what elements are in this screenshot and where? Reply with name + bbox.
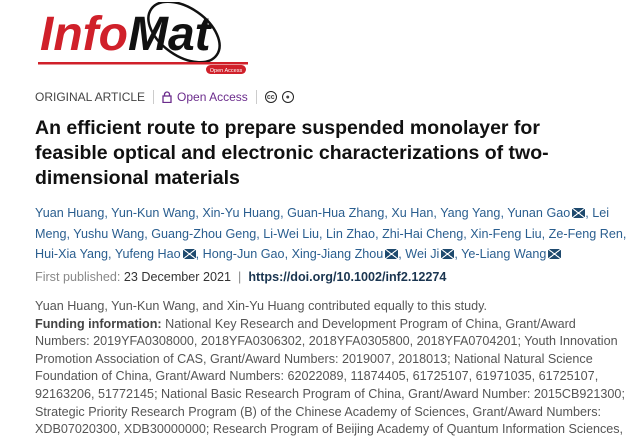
author-link[interactable]: Yunan Gao — [507, 206, 571, 220]
publication-info: First published: 23 December 2021 | http… — [35, 270, 446, 284]
contribution-note: Yuan Huang, Yun-Kun Wang, and Xin-Yu Hua… — [35, 299, 488, 313]
author-link[interactable]: Xing-Jiang Zhou — [291, 247, 384, 262]
funding-info: Funding information: National Key Resear… — [35, 316, 625, 439]
author-link[interactable]: Xin-Feng Liu — [470, 226, 542, 241]
open-access-label: Open Access — [177, 90, 248, 104]
funding-line: Numbers: 2019YFA0308000, 2018YFA0306302,… — [35, 334, 618, 349]
logo-wordmark: InfoMat — [40, 8, 213, 61]
author-link[interactable]: Li-Wei Liu — [263, 226, 320, 241]
author-link[interactable]: Ye-Liang Wang — [461, 247, 547, 262]
author-link[interactable]: Hui-Xia Yang — [35, 247, 109, 262]
author-link[interactable]: Yun-Kun Wang — [111, 206, 196, 220]
email-icon[interactable] — [441, 249, 455, 260]
funding-label: Funding information: — [35, 316, 162, 331]
infomat-logo[interactable]: InfoMat Open Access — [34, 2, 264, 80]
doi-link[interactable]: https://doi.org/10.1002/inf2.12274 — [248, 270, 447, 284]
logo-info: Info — [40, 8, 128, 61]
author-list: Yuan Huang, Yun-Kun Wang, Xin-Yu Huang, … — [35, 206, 627, 262]
published-date: 23 December 2021 — [123, 270, 232, 284]
author-link[interactable]: Wei Ji — [405, 247, 440, 262]
funding-line: XDB07020300, XDB30000000; Research Progr… — [35, 422, 624, 437]
author-link[interactable]: Lei Meng — [35, 206, 610, 241]
divider — [153, 90, 155, 104]
author-link[interactable]: Yufeng Hao — [114, 247, 181, 262]
attribution-icon[interactable]: ● — [281, 91, 294, 103]
author-link[interactable]: Guang-Zhou Geng — [151, 226, 257, 241]
author-link[interactable]: Zhi-Hai Cheng — [382, 226, 464, 241]
email-icon[interactable] — [182, 249, 196, 260]
email-icon[interactable] — [385, 249, 399, 260]
author-link[interactable]: Xin-Yu Huang — [202, 206, 281, 220]
separator: | — [238, 270, 242, 284]
author-link[interactable]: Ze-Feng Ren — [548, 226, 623, 241]
funding-line: Strategic Priority Research Program (B) … — [35, 404, 602, 419]
article-title: An efficient route to prepare suspended … — [35, 117, 549, 189]
email-icon[interactable] — [572, 208, 586, 218]
published-label: First published: — [35, 270, 121, 284]
logo-mat: Mat — [128, 8, 213, 61]
author-link[interactable]: Lin Zhao — [326, 226, 376, 241]
funding-line: National Key Research and Development Pr… — [161, 316, 576, 331]
email-icon[interactable] — [548, 249, 562, 260]
article-type: ORIGINAL ARTICLE — [35, 90, 146, 104]
author-link[interactable]: Yang Yang — [440, 206, 501, 220]
author-link[interactable]: Guan-Hua Zhang — [287, 206, 385, 220]
logo-badge: Open Access — [210, 68, 243, 74]
article-notes: Yuan Huang, Yun-Kun Wang, and Xin-Yu Hua… — [35, 298, 625, 439]
author-link[interactable]: Yuan Huang — [35, 206, 105, 220]
funding-line: Foundation of China, Grant/Award Numbers… — [35, 369, 599, 384]
author-link[interactable]: Xu Han — [391, 206, 434, 220]
article-meta: ORIGINAL ARTICLE Open Access cc ● — [35, 90, 299, 104]
creative-commons-icon[interactable]: cc — [264, 91, 277, 103]
funding-line: 92163206, 51772145; National Basic Resea… — [35, 386, 625, 401]
author-link[interactable]: Yushu Wang — [73, 226, 145, 241]
open-access-link[interactable]: Open Access — [162, 90, 248, 104]
lock-icon — [162, 91, 172, 103]
author-link[interactable]: Hong-Jun Gao — [202, 247, 285, 262]
funding-line: Promotion Association of CAS, Grant/Awar… — [35, 351, 593, 366]
divider — [255, 90, 257, 104]
